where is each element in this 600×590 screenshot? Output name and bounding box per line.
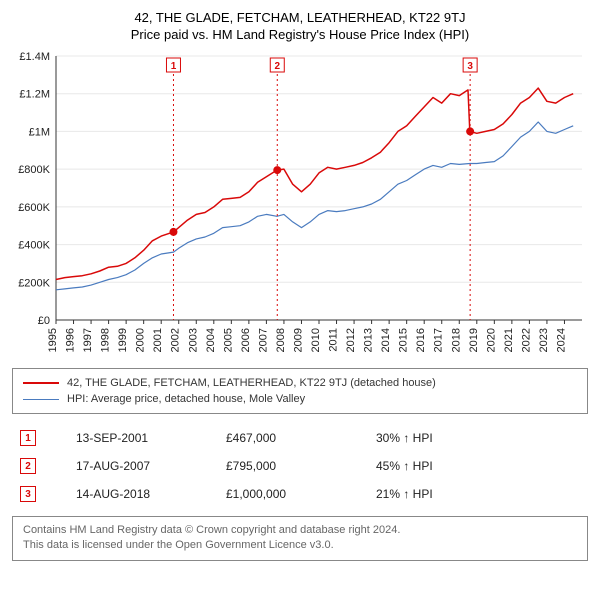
svg-text:2017: 2017: [433, 328, 445, 352]
transaction-diff: 30% ↑ HPI: [376, 431, 588, 445]
legend-swatch: [23, 399, 59, 400]
svg-text:2006: 2006: [240, 328, 252, 352]
svg-text:2000: 2000: [135, 328, 147, 352]
attribution-line1: Contains HM Land Registry data © Crown c…: [23, 523, 577, 538]
svg-text:2009: 2009: [292, 328, 304, 352]
svg-text:£600K: £600K: [18, 202, 50, 214]
legend-row: 42, THE GLADE, FETCHAM, LEATHERHEAD, KT2…: [23, 375, 577, 391]
legend-swatch: [23, 382, 59, 384]
transaction-price: £467,000: [226, 431, 376, 445]
transaction-date: 14-AUG-2018: [76, 487, 226, 501]
svg-text:£1.2M: £1.2M: [19, 89, 50, 101]
chart-subtitle: Price paid vs. HM Land Registry's House …: [12, 27, 588, 42]
svg-text:2012: 2012: [345, 328, 357, 352]
svg-text:1: 1: [171, 61, 177, 72]
transaction-date: 17-AUG-2007: [76, 459, 226, 473]
svg-text:£200K: £200K: [18, 277, 50, 289]
svg-text:2023: 2023: [538, 328, 550, 352]
transaction-diff: 21% ↑ HPI: [376, 487, 588, 501]
svg-text:3: 3: [467, 61, 473, 72]
svg-text:2013: 2013: [363, 328, 375, 352]
svg-text:1996: 1996: [65, 328, 77, 352]
svg-text:2001: 2001: [152, 328, 164, 352]
svg-text:2: 2: [274, 61, 280, 72]
transaction-row: 3 14-AUG-2018£1,000,00021% ↑ HPI: [12, 480, 588, 508]
transaction-marker: 2: [20, 458, 36, 474]
svg-text:2011: 2011: [328, 328, 340, 352]
svg-text:2018: 2018: [450, 328, 462, 352]
chart-container: 42, THE GLADE, FETCHAM, LEATHERHEAD, KT2…: [0, 0, 600, 573]
svg-text:2015: 2015: [398, 328, 410, 352]
svg-text:2021: 2021: [503, 328, 515, 352]
legend-box: 42, THE GLADE, FETCHAM, LEATHERHEAD, KT2…: [12, 368, 588, 414]
chart-area: £0 £200K £400K £600K £800K £1M £1.2M £1.4M 1995 1…: [12, 50, 588, 360]
svg-text:2019: 2019: [468, 328, 480, 352]
svg-text:2003: 2003: [187, 328, 199, 352]
svg-text:1997: 1997: [82, 328, 94, 352]
svg-text:2004: 2004: [205, 328, 217, 352]
transaction-diff: 45% ↑ HPI: [376, 459, 588, 473]
transaction-marker: 3: [20, 486, 36, 502]
attribution-line2: This data is licensed under the Open Gov…: [23, 538, 577, 553]
legend-label: HPI: Average price, detached house, Mole…: [67, 393, 305, 405]
svg-text:2020: 2020: [485, 328, 497, 352]
svg-text:2014: 2014: [380, 328, 392, 352]
attribution-box: Contains HM Land Registry data © Crown c…: [12, 516, 588, 561]
chart-title: 42, THE GLADE, FETCHAM, LEATHERHEAD, KT2…: [12, 10, 588, 25]
svg-text:1995: 1995: [47, 328, 59, 352]
transaction-row: 1 13-SEP-2001£467,00030% ↑ HPI: [12, 424, 588, 452]
line-chart-svg: £0 £200K £400K £600K £800K £1M £1.2M £1.4M 1995 1…: [12, 50, 588, 360]
transactions-table: 1 13-SEP-2001£467,00030% ↑ HPI 2 17-AUG-200…: [12, 424, 588, 508]
svg-text:£400K: £400K: [18, 240, 50, 252]
svg-text:2005: 2005: [222, 328, 234, 352]
transaction-row: 2 17-AUG-2007£795,00045% ↑ HPI: [12, 452, 588, 480]
svg-text:2024: 2024: [555, 328, 567, 352]
svg-text:2007: 2007: [257, 328, 269, 352]
svg-text:£800K: £800K: [18, 164, 50, 176]
svg-text:2008: 2008: [275, 328, 287, 352]
svg-text:1998: 1998: [100, 328, 112, 352]
svg-text:2002: 2002: [170, 328, 182, 352]
svg-text:£1.4M: £1.4M: [19, 51, 50, 63]
svg-text:£1M: £1M: [29, 126, 50, 138]
transaction-price: £1,000,000: [226, 487, 376, 501]
svg-text:2010: 2010: [310, 328, 322, 352]
svg-text:1999: 1999: [117, 328, 129, 352]
svg-text:2016: 2016: [415, 328, 427, 352]
svg-text:£0: £0: [38, 315, 50, 327]
legend-row: HPI: Average price, detached house, Mole…: [23, 391, 577, 407]
transaction-date: 13-SEP-2001: [76, 431, 226, 445]
legend-label: 42, THE GLADE, FETCHAM, LEATHERHEAD, KT2…: [67, 377, 436, 389]
transaction-marker: 1: [20, 430, 36, 446]
transaction-price: £795,000: [226, 459, 376, 473]
svg-text:2022: 2022: [520, 328, 532, 352]
